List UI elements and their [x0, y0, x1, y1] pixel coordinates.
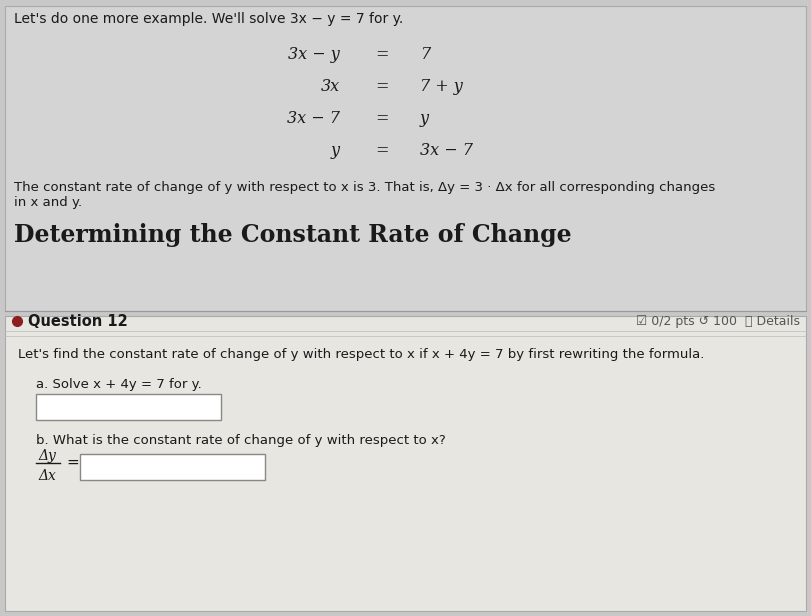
Bar: [5, 6, 806, 311]
Text: Δx: Δx: [38, 469, 56, 483]
Text: Let's find the constant rate of change of y with respect to x if x + 4y = 7 by f: Let's find the constant rate of change o…: [18, 348, 705, 361]
Text: =: =: [375, 110, 388, 127]
Text: =: =: [66, 455, 79, 469]
Text: 3x − y: 3x − y: [288, 46, 340, 63]
Bar: [36, 394, 221, 420]
Text: The constant rate of change of y with respect to x is 3. That is, Δy = 3 · Δx fo: The constant rate of change of y with re…: [14, 181, 715, 194]
Text: b. What is the constant rate of change of y with respect to x?: b. What is the constant rate of change o…: [36, 434, 446, 447]
Text: 3x − 7: 3x − 7: [287, 110, 340, 127]
Text: =: =: [375, 46, 388, 63]
Text: a. Solve x + 4y = 7 for y.: a. Solve x + 4y = 7 for y.: [36, 378, 202, 391]
Text: 3x − 7: 3x − 7: [420, 142, 473, 159]
Text: 7 + y: 7 + y: [420, 78, 463, 95]
Text: Question 12: Question 12: [28, 314, 128, 328]
Text: 3x: 3x: [321, 78, 340, 95]
Bar: [5, 316, 806, 611]
Text: =: =: [375, 142, 388, 159]
Text: Determining the Constant Rate of Change: Determining the Constant Rate of Change: [14, 223, 572, 247]
Text: 7: 7: [420, 46, 430, 63]
Text: Let's do one more example. We'll solve 3x − y = 7 for y.: Let's do one more example. We'll solve 3…: [14, 12, 403, 26]
Text: ☑ 0/2 pts ↺ 100  ⓘ Details: ☑ 0/2 pts ↺ 100 ⓘ Details: [636, 315, 800, 328]
Bar: [80, 454, 265, 480]
Text: y: y: [420, 110, 429, 127]
Text: in x and y.: in x and y.: [14, 196, 82, 209]
Text: =: =: [375, 78, 388, 95]
Text: y: y: [331, 142, 340, 159]
Text: Δy: Δy: [38, 449, 56, 463]
